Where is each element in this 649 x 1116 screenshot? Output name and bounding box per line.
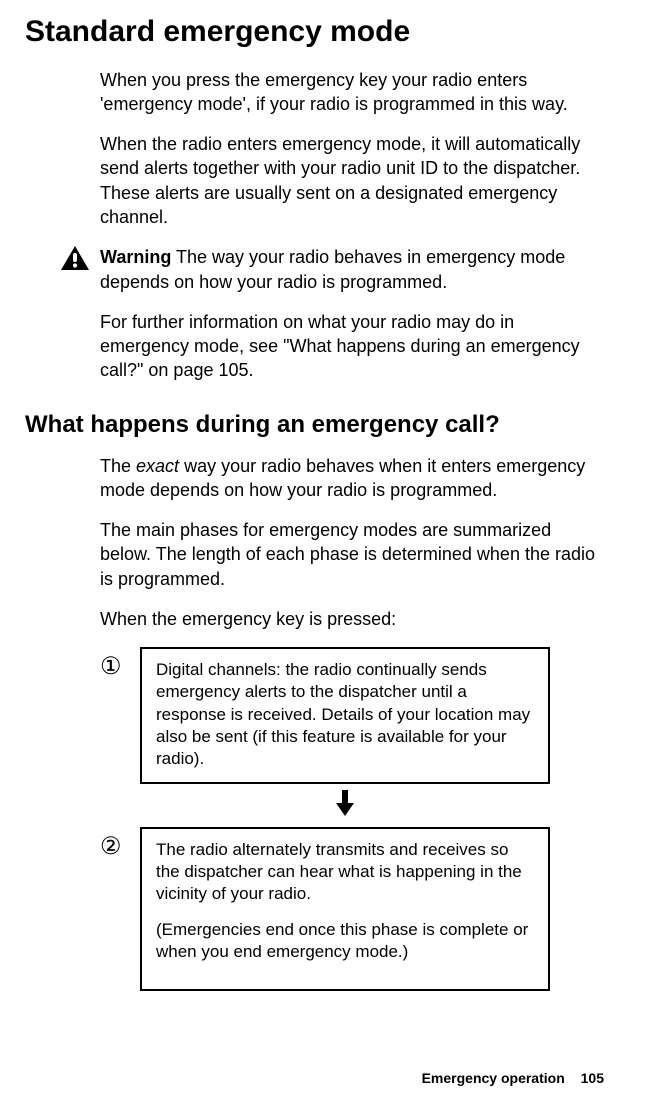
phase-box-1: Digital channels: the radio continually … bbox=[140, 647, 550, 783]
crossref-paragraph: For further information on what your rad… bbox=[100, 310, 604, 383]
p1-pre: The bbox=[100, 456, 136, 476]
p1-italic: exact bbox=[136, 456, 179, 476]
phase-diagram: ① Digital channels: the radio continuall… bbox=[100, 647, 604, 991]
warning-icon bbox=[60, 245, 90, 276]
warning-label: Warning bbox=[100, 247, 171, 267]
warning-icon-wrap bbox=[25, 245, 100, 276]
phase-row-2: ② The radio alternately transmits and re… bbox=[100, 827, 604, 991]
section2-paragraph-2: The main phases for emergency modes are … bbox=[100, 518, 604, 591]
page: Standard emergency mode When you press t… bbox=[0, 0, 649, 1116]
footer-page-number: 105 bbox=[581, 1070, 604, 1086]
section2-paragraph-3: When the emergency key is pressed: bbox=[100, 607, 604, 631]
section-heading: What happens during an emergency call? bbox=[25, 411, 604, 440]
phase-box-2: The radio alternately transmits and rece… bbox=[140, 827, 550, 991]
crossref-block: For further information on what your rad… bbox=[100, 310, 604, 383]
section2-block: The exact way your radio behaves when it… bbox=[100, 454, 604, 632]
footer-section-label: Emergency operation bbox=[422, 1070, 565, 1086]
warning-text: Warning The way your radio behaves in em… bbox=[100, 245, 604, 294]
intro-paragraph-2: When the radio enters emergency mode, it… bbox=[100, 132, 604, 229]
intro-block: When you press the emergency key your ra… bbox=[100, 68, 604, 230]
section2-paragraph-1: The exact way your radio behaves when it… bbox=[100, 454, 604, 503]
phase-number-2: ② bbox=[100, 827, 140, 859]
page-footer: Emergency operation 105 bbox=[422, 1070, 604, 1086]
warning-block: Warning The way your radio behaves in em… bbox=[25, 245, 604, 294]
phase-box-1-text: Digital channels: the radio continually … bbox=[156, 659, 534, 769]
phase-number-1: ① bbox=[100, 647, 140, 679]
phase-box-2-text-a: The radio alternately transmits and rece… bbox=[156, 839, 534, 905]
page-title: Standard emergency mode bbox=[25, 15, 604, 50]
arrow-row bbox=[140, 784, 550, 827]
arrow-down-icon bbox=[336, 790, 354, 821]
phase-row-1: ① Digital channels: the radio continuall… bbox=[100, 647, 604, 783]
phase-box-2-text-b: (Emergencies end once this phase is comp… bbox=[156, 919, 534, 963]
intro-paragraph-1: When you press the emergency key your ra… bbox=[100, 68, 604, 117]
